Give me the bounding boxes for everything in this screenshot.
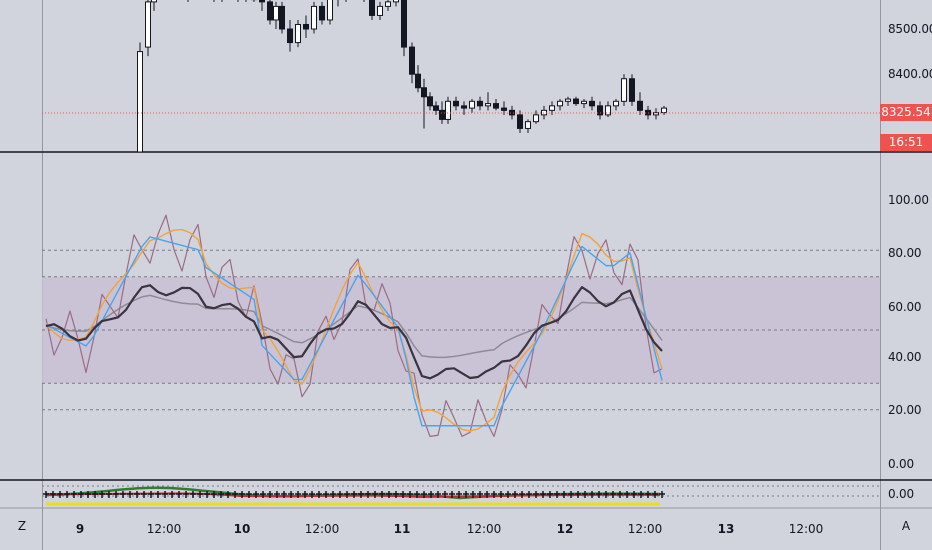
candle-body [267, 1, 273, 21]
candle-body [453, 100, 459, 107]
candle-body [415, 73, 421, 89]
candle-body [427, 96, 433, 107]
candle-body [433, 105, 439, 111]
candle-body [565, 98, 571, 102]
candle-body [573, 98, 579, 105]
candle-body [393, 0, 399, 3]
candle-body [501, 107, 507, 111]
candle-body [629, 78, 635, 102]
candle-body [613, 100, 619, 107]
candle-body [549, 105, 555, 111]
candle-body [493, 103, 499, 109]
candle-body [319, 5, 325, 21]
candle-body [295, 23, 301, 44]
candle-body [637, 100, 643, 111]
orange-oscillator-line [45, 228, 663, 432]
candle-body [385, 1, 391, 7]
current-price-badge: 8325.54 [880, 104, 932, 121]
mauve-oscillator-line [45, 214, 663, 437]
time-label-10: 10 [233, 522, 251, 536]
bar-countdown-badge: 16:51 [880, 134, 932, 151]
price-tick-8400: 8400.00 [888, 67, 932, 81]
candle-body [137, 51, 143, 153]
blue-oscillator-line [45, 236, 663, 427]
candle-body [661, 107, 667, 114]
candle-body [409, 46, 415, 75]
candle-body [145, 1, 151, 48]
time-label-1200-b: 12:00 [304, 522, 340, 536]
time-label-13: 13 [717, 522, 735, 536]
hist-tick-0: 0.00 [888, 487, 914, 501]
candle-body [533, 114, 539, 123]
candle-body [517, 114, 523, 129]
candle-body [589, 100, 595, 107]
candle-body [445, 100, 451, 120]
osc-tick-60: 60.00 [888, 300, 922, 314]
candle-body [621, 78, 627, 102]
price-axis-column[interactable] [880, 0, 932, 550]
candle-body [525, 121, 531, 129]
osc-tick-0: 0.00 [888, 457, 914, 471]
time-label-1200-e: 12:00 [788, 522, 824, 536]
zoom-button[interactable]: Z [17, 519, 27, 533]
candle-body [597, 105, 603, 116]
candle-body [477, 100, 483, 107]
time-label-11: 11 [393, 522, 411, 536]
candle-body [279, 5, 285, 30]
candle-body [273, 5, 279, 21]
dark-average-line [45, 284, 663, 380]
candle-body [311, 5, 317, 30]
candle-body [327, 0, 333, 21]
time-label-1200-d: 12:00 [627, 522, 663, 536]
candle-body [557, 100, 563, 107]
osc-tick-100: 100.00 [888, 193, 929, 207]
time-label-1200-c: 12:00 [466, 522, 502, 536]
candle-body [259, 0, 265, 3]
candle-body [581, 100, 587, 105]
candle-body [151, 0, 157, 3]
candle-body [377, 5, 383, 16]
candle-body [303, 23, 309, 30]
candle-body [421, 87, 427, 98]
time-label-12: 12 [556, 522, 574, 536]
time-label-9: 9 [75, 522, 85, 536]
left-toolbar-strip [0, 0, 43, 550]
auto-scale-button[interactable]: A [901, 519, 911, 533]
candle-body [461, 105, 467, 109]
candle-body [401, 0, 407, 48]
candle-body [485, 103, 491, 107]
candle-body [653, 112, 659, 116]
price-tick-8500: 8500.00 [888, 22, 932, 36]
candle-body [605, 105, 611, 116]
candle-body [369, 0, 375, 16]
candle-body [287, 28, 293, 44]
osc-tick-80: 80.00 [888, 246, 922, 260]
osc-tick-40: 40.00 [888, 350, 922, 364]
candle-body [469, 100, 475, 109]
oscillator-band [42, 276, 880, 384]
time-label-1200-a: 12:00 [146, 522, 182, 536]
candle-body [509, 109, 515, 116]
osc-tick-20: 20.00 [888, 403, 922, 417]
candle-body [439, 109, 445, 120]
